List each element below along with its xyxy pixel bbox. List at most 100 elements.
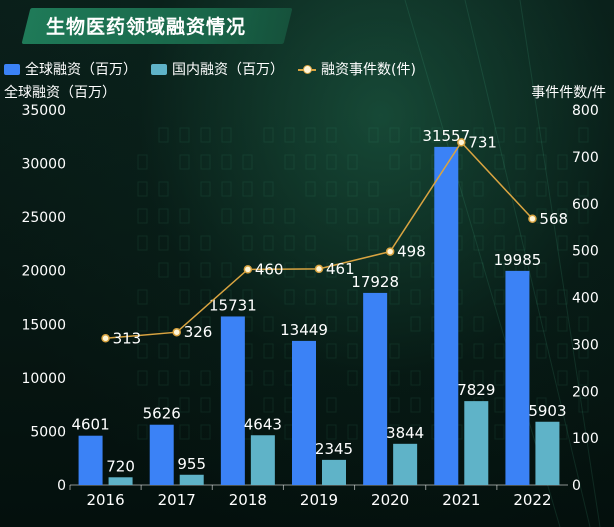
bg-glyph — [347, 235, 358, 251]
right-axis-title: 事件件数/件 — [531, 85, 606, 101]
legend-item-global[interactable]: 全球融资（百万） — [4, 59, 137, 79]
bg-glyph — [158, 127, 169, 143]
bg-glyph — [410, 289, 421, 305]
bg-glyph — [536, 154, 547, 170]
data-label-global: 13449 — [280, 321, 328, 339]
chart-title: 生物医药领域融资情况 — [46, 16, 247, 38]
data-label-events: 326 — [184, 323, 213, 341]
bg-glyph — [284, 154, 295, 170]
bg-glyph — [158, 370, 169, 386]
bg-glyph — [137, 316, 148, 332]
events-line — [105, 141, 533, 340]
left-tick-label: 0 — [57, 478, 66, 494]
bg-glyph — [305, 127, 316, 143]
left-axis-title: 全球融资（百万） — [4, 85, 116, 101]
bg-glyph — [536, 262, 547, 278]
legend-item-events[interactable]: 融资事件数(件) — [298, 59, 416, 79]
bg-glyph — [368, 181, 379, 197]
bg-glyph — [158, 208, 169, 224]
bg-glyph — [179, 370, 190, 386]
bg-glyph — [347, 154, 358, 170]
bg-glyph — [410, 235, 421, 251]
left-tick-label: 35000 — [21, 103, 66, 119]
bg-glyph — [347, 181, 358, 197]
bg-glyph — [158, 343, 169, 359]
bg-glyph — [242, 154, 253, 170]
bar-global — [505, 270, 530, 485]
data-label-domestic: 5903 — [528, 402, 566, 420]
bg-glyph — [515, 235, 526, 251]
legend-item-domestic[interactable]: 国内融资（百万） — [151, 59, 284, 79]
bg-glyph — [200, 181, 211, 197]
bg-glyph — [200, 262, 211, 278]
bg-glyph — [410, 370, 421, 386]
bg-glyph — [263, 127, 274, 143]
data-label-events: 313 — [113, 329, 142, 347]
x-tick-label: 2022 — [513, 491, 551, 509]
bg-glyph — [389, 397, 400, 413]
bg-glyph — [473, 127, 484, 143]
right-tick-label: 700 — [572, 150, 599, 166]
bg-glyph — [389, 343, 400, 359]
bar-global — [363, 292, 388, 485]
bar-domestic — [250, 435, 275, 485]
bg-glyph — [389, 154, 400, 170]
bg-glyph — [137, 235, 148, 251]
bg-glyph — [221, 262, 232, 278]
bg-glyph — [179, 289, 190, 305]
x-tick-label: 2017 — [158, 491, 196, 509]
left-tick-label: 25000 — [21, 210, 66, 226]
bar-domestic — [464, 401, 489, 485]
bg-glyph — [410, 424, 421, 440]
bg-glyph — [578, 397, 589, 413]
bg-glyph — [200, 424, 211, 440]
bg-glyph — [179, 208, 190, 224]
bg-glyph — [410, 181, 421, 197]
bg-glyph — [536, 316, 547, 332]
data-label-events: 568 — [539, 210, 568, 228]
bg-glyph — [263, 397, 274, 413]
bg-glyph — [494, 343, 505, 359]
bg-glyph — [200, 316, 211, 332]
right-tick-label: 100 — [572, 431, 599, 447]
bg-glyph — [347, 343, 358, 359]
bg-glyph — [305, 235, 316, 251]
legend-swatch-events — [298, 64, 316, 75]
bg-glyph — [494, 127, 505, 143]
bg-glyph — [473, 370, 484, 386]
bg-glyph — [578, 181, 589, 197]
bg-glyph — [179, 154, 190, 170]
bg-glyph — [494, 397, 505, 413]
bg-glyph — [200, 397, 211, 413]
bg-glyph — [347, 424, 358, 440]
bg-glyph — [284, 127, 295, 143]
bar-global — [78, 435, 103, 485]
data-label-global: 17928 — [351, 273, 399, 291]
data-label-domestic: 955 — [177, 455, 206, 473]
bg-glyph — [263, 316, 274, 332]
bg-glyph — [536, 289, 547, 305]
bg-glyph — [221, 154, 232, 170]
legend-label-events: 融资事件数(件) — [321, 62, 416, 78]
bg-glyph — [137, 181, 148, 197]
bg-glyph — [263, 370, 274, 386]
x-tick-label: 2020 — [371, 491, 409, 509]
bg-glyph — [284, 208, 295, 224]
bg-glyph — [326, 262, 337, 278]
bg-glyph — [389, 208, 400, 224]
bg-glyph — [368, 235, 379, 251]
bg-glyph — [515, 154, 526, 170]
bg-glyph — [473, 343, 484, 359]
bg-glyph — [410, 316, 421, 332]
bar-global — [220, 316, 245, 485]
right-tick-label: 200 — [572, 384, 599, 400]
bar-domestic — [322, 459, 346, 485]
x-tick-label: 2016 — [86, 491, 124, 509]
data-label-domestic: 2345 — [315, 440, 353, 458]
bg-glyph — [557, 208, 568, 224]
bg-glyph — [158, 235, 169, 251]
bg-glyph — [473, 181, 484, 197]
bg-glyph — [557, 370, 568, 386]
bg-glyph — [410, 262, 421, 278]
